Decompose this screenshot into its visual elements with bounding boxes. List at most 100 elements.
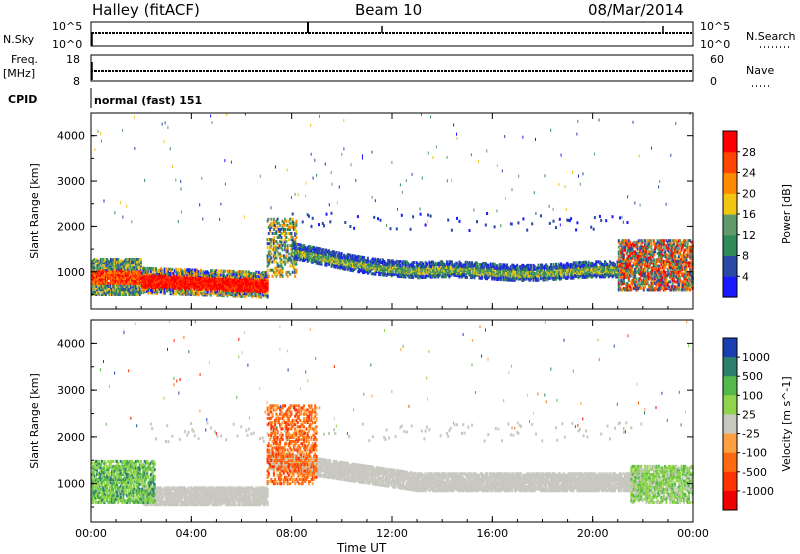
data-cell	[272, 221, 275, 225]
data-cell	[112, 267, 115, 271]
data-cell	[123, 270, 126, 274]
data-cell	[284, 234, 287, 237]
data-cell	[180, 276, 182, 280]
data-cell	[123, 286, 126, 290]
data-cell	[149, 269, 152, 273]
data-cell	[101, 269, 103, 273]
data-cell	[274, 244, 277, 248]
data-cell	[234, 279, 236, 283]
data-cell	[581, 275, 584, 279]
data-cell	[275, 256, 278, 260]
data-cell	[107, 269, 110, 273]
data-cell	[103, 269, 106, 273]
data-cell	[275, 260, 278, 264]
data-cell	[461, 267, 463, 271]
data-cell	[487, 263, 490, 267]
data-cell	[593, 263, 596, 267]
data-cell	[99, 266, 102, 269]
data-cell	[622, 240, 625, 244]
data-cell	[96, 288, 98, 292]
data-cell	[591, 261, 594, 265]
data-cell	[619, 267, 621, 271]
data-cell	[262, 280, 265, 284]
data-cell	[285, 236, 288, 239]
data-cell	[384, 261, 387, 265]
data-cell	[325, 248, 328, 252]
data-cell	[129, 288, 132, 292]
data-cell	[109, 258, 112, 261]
data-cell	[345, 261, 348, 265]
data-cell	[114, 267, 117, 271]
data-cell	[568, 272, 571, 276]
data-cell	[575, 228, 578, 232]
data-cell	[131, 283, 134, 287]
data-cell	[94, 283, 97, 287]
data-cell	[163, 274, 166, 278]
data-cell	[295, 249, 298, 253]
data-cell	[180, 272, 182, 276]
data-cell	[392, 259, 394, 263]
data-cell	[108, 261, 111, 265]
data-cell	[129, 262, 132, 266]
data-cell	[487, 275, 490, 279]
data-cell	[374, 264, 377, 268]
data-cell	[143, 266, 146, 270]
data-cell	[122, 289, 125, 293]
data-cell	[131, 267, 134, 271]
data-cell	[246, 292, 249, 296]
data-cell	[595, 275, 598, 279]
data-cell	[132, 261, 135, 265]
data-cell	[128, 258, 131, 261]
beam-title: Beam 10	[355, 1, 422, 19]
data-cell	[99, 283, 102, 287]
data-cell	[118, 281, 121, 285]
data-cell	[106, 264, 108, 268]
data-cell	[121, 267, 124, 271]
data-cell	[339, 255, 342, 259]
data-cell	[256, 289, 259, 293]
data-cell	[279, 246, 282, 250]
data-cell	[188, 290, 191, 294]
data-cell	[417, 262, 420, 266]
data-cell	[498, 263, 501, 267]
data-cell	[198, 275, 201, 279]
data-cell	[206, 290, 209, 294]
data-cell	[624, 245, 626, 249]
data-cell	[622, 269, 625, 273]
data-cell	[247, 280, 250, 284]
data-cell	[412, 263, 415, 267]
data-cell	[93, 281, 96, 285]
data-cell	[548, 265, 551, 269]
data-cell	[132, 273, 135, 277]
data-cell	[577, 266, 580, 270]
data-cell	[129, 277, 132, 281]
data-cell	[280, 242, 283, 246]
data-cell	[326, 255, 329, 259]
data-cell	[349, 260, 352, 264]
data-cell	[277, 221, 280, 225]
data-cell	[266, 258, 269, 262]
data-cell	[568, 264, 571, 268]
data-cell	[122, 283, 125, 287]
data-cell	[143, 270, 146, 274]
data-cell	[239, 272, 241, 276]
data-cell	[619, 258, 621, 262]
data-cell	[97, 285, 100, 288]
data-cell	[94, 278, 97, 282]
data-cell	[127, 262, 130, 266]
data-cell	[113, 288, 116, 292]
data-cell	[403, 260, 406, 264]
data-cell	[127, 283, 130, 287]
data-cell	[241, 270, 244, 274]
data-cell	[326, 250, 329, 254]
data-cell	[324, 260, 327, 264]
data-cell	[394, 265, 397, 269]
data-cell	[533, 272, 536, 275]
data-cell	[102, 283, 105, 287]
data-cell	[119, 283, 122, 287]
data-cell	[102, 293, 105, 296]
data-cell	[276, 236, 279, 239]
data-cell	[303, 244, 305, 248]
data-cell	[354, 262, 357, 266]
data-cell	[450, 260, 453, 264]
